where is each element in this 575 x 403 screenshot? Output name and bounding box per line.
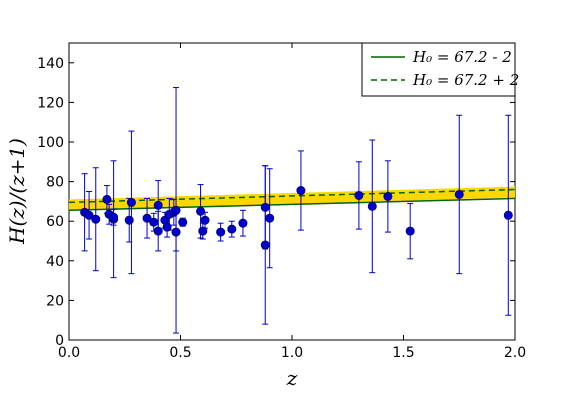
data-point-8	[126, 197, 136, 207]
data-point-9	[142, 213, 152, 223]
tick-layer: 0.0 0.5 1.0 1.5 2.0 0 20 40 60 80 100 120 140	[37, 43, 526, 361]
data-point-18	[171, 205, 181, 215]
y-tick-label: 140	[37, 56, 64, 72]
data-point-17	[171, 227, 181, 237]
data-point-33	[405, 226, 415, 236]
y-axis-label: H(z)/(z+1)	[5, 138, 29, 245]
data-point-14	[162, 222, 172, 232]
data-point-7	[124, 215, 134, 225]
data-point-29	[296, 186, 306, 196]
legend: H₀ = 67.2 - 2 H₀ = 67.2 + 2	[361, 42, 519, 97]
legend-box	[361, 42, 516, 97]
legend-entry-lower: H₀ = 67.2 - 2	[412, 48, 512, 66]
data-point-19	[178, 217, 188, 227]
data-point-34	[454, 189, 464, 199]
data-point-21	[198, 226, 208, 236]
data-point-6	[109, 212, 119, 222]
data-point-35	[503, 210, 513, 220]
data-point-27	[260, 240, 270, 250]
data-point-25	[238, 218, 248, 228]
y-tick-label: 40	[46, 254, 64, 270]
data-point-26	[260, 202, 270, 212]
point-layer	[80, 186, 513, 250]
y-tick-label: 120	[37, 95, 64, 111]
series-line-1	[68, 188, 516, 204]
data-point-2	[91, 214, 101, 224]
data-point-31	[367, 201, 377, 211]
legend-entry-upper: H₀ = 67.2 + 2	[412, 71, 519, 89]
x-tick-label: 2.0	[504, 345, 526, 361]
x-tick-label: 0.0	[58, 345, 80, 361]
data-point-20	[196, 206, 206, 216]
data-point-1	[84, 210, 94, 220]
y-tick-label: 0	[55, 333, 64, 349]
y-tick-label: 60	[46, 214, 64, 230]
data-point-10	[149, 217, 159, 227]
data-point-12	[153, 226, 163, 236]
series-line-0	[68, 197, 516, 212]
data-point-32	[383, 191, 393, 201]
line-layer	[68, 188, 516, 212]
x-tick-label: 1.0	[281, 345, 303, 361]
data-point-24	[227, 224, 237, 234]
y-tick-label: 20	[46, 293, 64, 309]
y-tick-label: 80	[46, 175, 64, 191]
y-tick-label: 100	[37, 135, 64, 151]
x-axis-label: z	[286, 366, 298, 390]
data-point-28	[265, 213, 275, 223]
data-point-3	[102, 194, 112, 204]
x-tick-label: 0.5	[169, 345, 191, 361]
data-point-30	[354, 190, 364, 200]
data-point-23	[216, 227, 226, 237]
x-tick-label: 1.5	[392, 345, 414, 361]
data-point-22	[200, 215, 210, 225]
data-point-11	[153, 200, 163, 210]
